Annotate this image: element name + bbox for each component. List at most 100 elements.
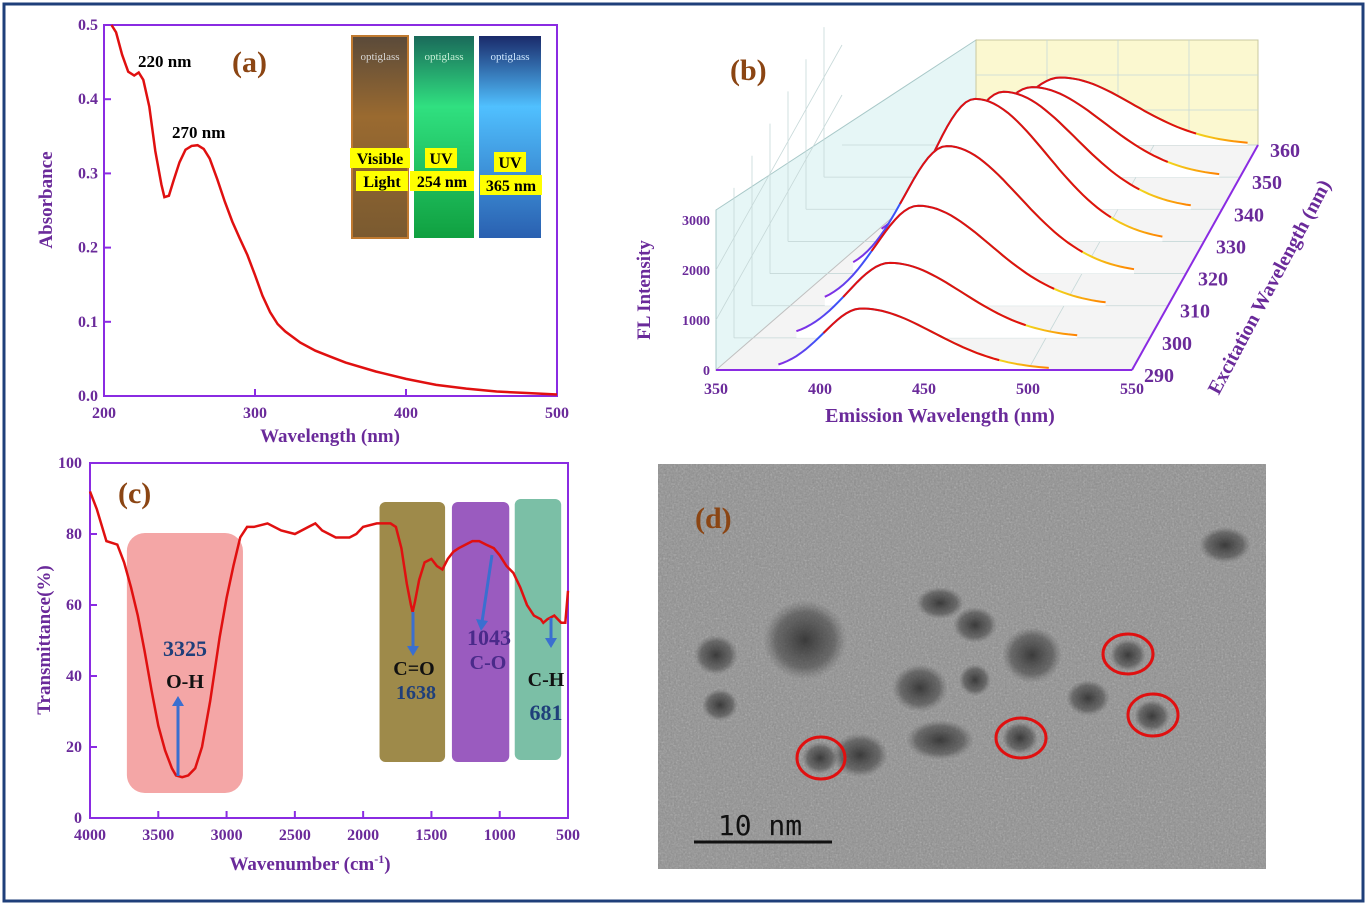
panel-b-ylabel: FL Intensity bbox=[634, 240, 655, 340]
panel-b-ticks: 350 400 450 500 550 0 1000 2000 3000 290 300 310 320… bbox=[682, 140, 1300, 398]
peak-label-220: 220 nm bbox=[138, 52, 191, 71]
transmittance-curve bbox=[88, 490, 570, 779]
b-ytick-label: 0 bbox=[703, 364, 710, 379]
a-ytick-label: 0.0 bbox=[78, 388, 98, 405]
panel-a-xlabel: Wavelength (nm) bbox=[260, 426, 400, 447]
c-xtick-label: 2000 bbox=[347, 827, 379, 844]
panel-c: 4000 3500 3000 2500 2000 1500 1000 500 0 20 40 60 80… bbox=[34, 455, 580, 875]
annot-ch-num: 681 bbox=[530, 700, 563, 725]
absorption-band bbox=[451, 502, 510, 762]
panel-c-bands bbox=[126, 499, 562, 793]
panel-a: 200 300 400 500 0.0 0.1 0.2 0.3 0.4 0.5 220 nm 27… bbox=[36, 17, 569, 447]
wall-grid bbox=[715, 94, 843, 321]
absorbance-curve bbox=[110, 24, 558, 396]
c-xtick-label: 3000 bbox=[211, 827, 243, 844]
b-ztick-label: 300 bbox=[1162, 333, 1192, 355]
tag-uv254-1 bbox=[425, 148, 457, 168]
a-xtick-label: 400 bbox=[394, 405, 418, 422]
panel-b-label: (b) bbox=[730, 54, 767, 87]
np-6 bbox=[959, 664, 991, 696]
np-8 bbox=[832, 733, 888, 777]
c-xtick-label: 2500 bbox=[279, 827, 311, 844]
b-xtick-label: 550 bbox=[1120, 381, 1144, 398]
c-ytick-label: 100 bbox=[58, 455, 82, 472]
annot-co-group: C=O bbox=[393, 658, 434, 680]
highlight-circles bbox=[795, 632, 1180, 781]
tag-uv365-line2: 365 nm bbox=[486, 178, 537, 195]
np-11 bbox=[702, 689, 738, 721]
annot-oh-num: 3325 bbox=[163, 636, 207, 661]
b-xtick-label: 450 bbox=[912, 381, 936, 398]
c-xtick-label: 500 bbox=[556, 827, 580, 844]
tag-uv254-line2: 254 nm bbox=[417, 174, 468, 191]
circle-3 bbox=[1101, 632, 1155, 676]
a-ytick-label: 0.3 bbox=[78, 165, 98, 182]
fl-spectrum-line bbox=[927, 97, 1112, 219]
panel-c-ticks: 4000 3500 3000 2500 2000 1500 1000 500 0 20 40 60 80… bbox=[58, 455, 580, 844]
tag-visible-1 bbox=[350, 148, 410, 168]
np-15 bbox=[1002, 722, 1038, 754]
b-z-axis bbox=[1131, 144, 1259, 371]
tag-visible-2 bbox=[356, 171, 408, 191]
glass-text-2: optiglass bbox=[424, 51, 463, 63]
absorption-band bbox=[126, 533, 243, 793]
peak-label-270: 270 nm bbox=[172, 123, 225, 142]
circle-4 bbox=[1126, 692, 1180, 738]
b-xtick-label: 350 bbox=[704, 381, 728, 398]
annot-c-o-group: C-O bbox=[470, 652, 507, 674]
b-ztick-label: 340 bbox=[1234, 204, 1264, 226]
panel-b-curves bbox=[778, 76, 1248, 370]
arrow-ch-head bbox=[545, 638, 557, 648]
np-13 bbox=[1110, 639, 1146, 671]
b-ytick-label: 2000 bbox=[682, 264, 710, 279]
np-9 bbox=[1066, 680, 1110, 716]
fl-spectrum-line bbox=[822, 307, 1000, 362]
tag-uv365-2 bbox=[480, 175, 542, 195]
panel-c-xlabel: Wavenumber (cm-1) bbox=[229, 852, 390, 875]
fl-spectrum-line bbox=[899, 145, 1084, 253]
annot-c-o-num: 1043 bbox=[467, 625, 511, 650]
nanoparticles bbox=[694, 527, 1251, 777]
circle-1 bbox=[795, 735, 847, 781]
annot-co-num: 1638 bbox=[396, 682, 436, 704]
c-xtick-label: 4000 bbox=[74, 827, 106, 844]
a-ytick-label: 0.4 bbox=[78, 91, 98, 108]
b-ytick-label: 3000 bbox=[682, 214, 710, 229]
panel-a-ylabel: Absorbance bbox=[36, 151, 57, 248]
np-1 bbox=[763, 600, 847, 680]
absorption-band bbox=[514, 499, 562, 760]
b-ztick-label: 330 bbox=[1216, 236, 1246, 258]
np-16 bbox=[802, 742, 838, 774]
tag-uv254-2 bbox=[410, 171, 474, 191]
a-ytick-label: 0.2 bbox=[78, 240, 98, 257]
a-xtick-label: 500 bbox=[545, 405, 569, 422]
c-xtick-label: 1500 bbox=[415, 827, 447, 844]
fl-spectrum-line bbox=[1012, 76, 1197, 135]
panel-a-frame bbox=[103, 24, 558, 397]
panel-c-frame bbox=[89, 462, 569, 819]
c-ytick-label: 40 bbox=[66, 668, 82, 685]
tag-visible-line2: Light bbox=[363, 174, 401, 191]
b-ztick-label: 290 bbox=[1144, 365, 1174, 387]
tag-uv365-line1: UV bbox=[498, 155, 522, 172]
c-xtick-label: 3500 bbox=[142, 827, 174, 844]
scale-bar-label: 10 nm bbox=[718, 809, 802, 842]
b-xtick-label: 400 bbox=[808, 381, 832, 398]
arrow-c-o bbox=[480, 554, 494, 623]
glass-text-3: optiglass bbox=[490, 51, 529, 63]
arrow-oh-head bbox=[172, 696, 184, 706]
np-10 bbox=[694, 635, 738, 675]
np-4 bbox=[1002, 627, 1062, 683]
annot-oh-group: O-H bbox=[166, 671, 204, 693]
panel-c-label: (c) bbox=[118, 477, 151, 510]
cuvette-uv365 bbox=[479, 36, 541, 238]
tag-visible-line1: Visible bbox=[357, 151, 404, 168]
b-ztick-label: 350 bbox=[1252, 172, 1282, 194]
a-ytick-label: 0.5 bbox=[78, 17, 98, 34]
cuvette-inset: optiglass optiglass optiglass Visible Li… bbox=[350, 35, 542, 239]
c-ytick-label: 0 bbox=[74, 810, 82, 827]
np-7 bbox=[906, 720, 974, 760]
arrow-c-o-head bbox=[476, 619, 488, 631]
glass-text-1: optiglass bbox=[360, 51, 399, 63]
